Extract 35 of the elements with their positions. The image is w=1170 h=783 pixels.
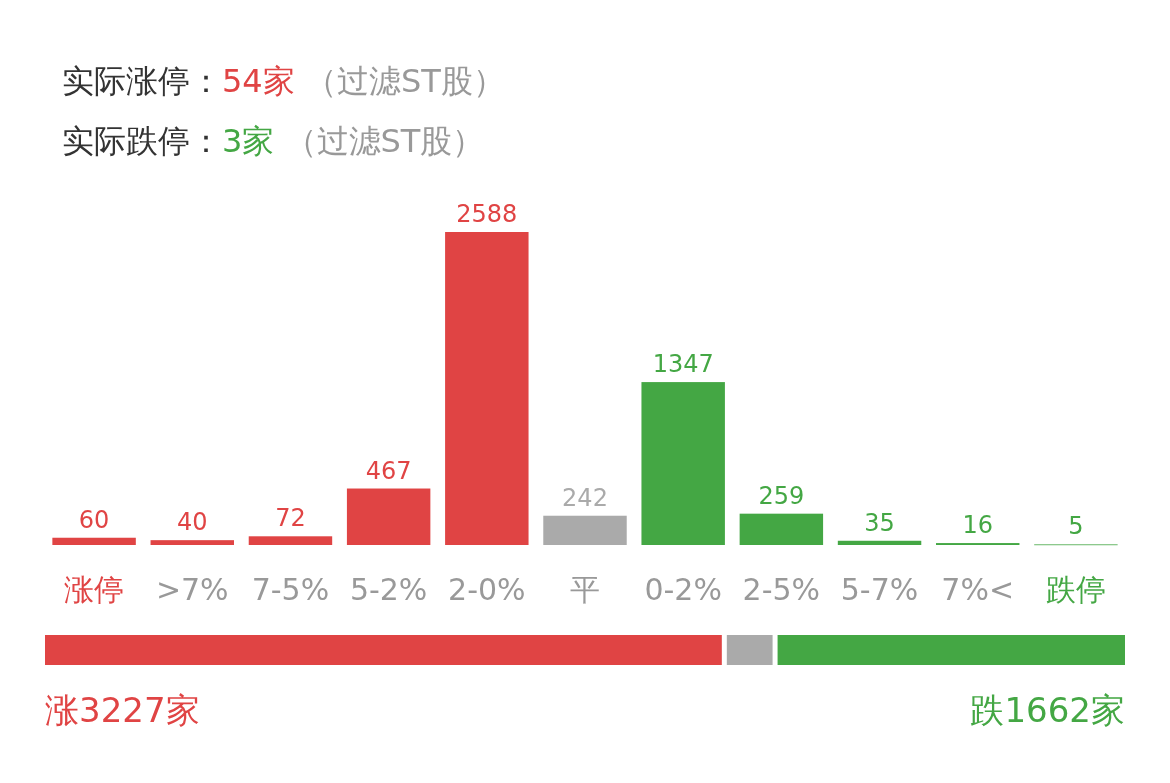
bar <box>248 536 333 545</box>
x-tick-label: 涨停 <box>64 572 125 607</box>
bar <box>739 513 824 545</box>
bar <box>346 488 431 545</box>
text: 跌1662家 <box>970 690 1125 730</box>
bar <box>543 515 627 545</box>
data-label: 2588 <box>456 200 518 228</box>
x-tick-label: 5-7% <box>840 572 919 607</box>
data-label: 467 <box>365 456 412 485</box>
x-tick-label: >7% <box>155 572 229 607</box>
data-label: 5 <box>1068 512 1084 541</box>
x-tick-label: 7%< <box>941 572 1015 607</box>
data-label: 72 <box>275 504 306 533</box>
data-label: 242 <box>562 483 608 512</box>
x-tick-label: 2-0% <box>448 572 526 607</box>
data-label: 259 <box>758 481 805 510</box>
data-label: 35 <box>864 508 895 537</box>
chart-subtitle: 实际跌停：3家 （过滤ST股） <box>62 122 485 160</box>
bar <box>445 232 529 545</box>
data-label: 40 <box>177 508 208 537</box>
chart-title: 实际涨停：54家 （过滤ST股） <box>62 62 505 100</box>
bar <box>837 540 922 545</box>
x-tick-label: 2-5% <box>742 572 821 607</box>
x-tick-label: 5-2% <box>349 572 428 607</box>
x-tick-label: 平 <box>570 572 600 607</box>
data-label: 1347 <box>652 350 714 379</box>
bar <box>52 537 136 545</box>
x-tick-label: 0-2% <box>644 572 722 607</box>
data-label: 16 <box>962 511 993 540</box>
x-tick-label: 跌停 <box>1045 572 1106 607</box>
data-label: 60 <box>78 505 110 534</box>
bar <box>150 540 234 545</box>
bar <box>641 382 725 545</box>
text: 涨3227家 <box>45 690 200 730</box>
x-tick-label: 7-5% <box>251 572 330 607</box>
